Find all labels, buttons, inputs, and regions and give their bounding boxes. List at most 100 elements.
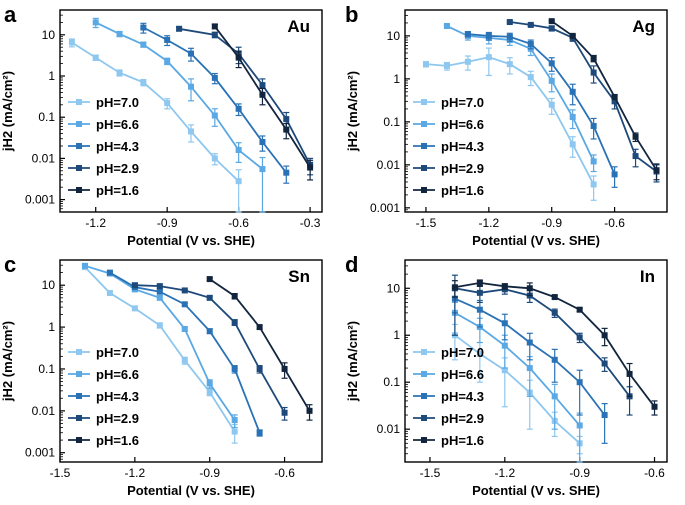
legend-label: pH=2.9 xyxy=(441,161,484,176)
series-pH=7.0 xyxy=(422,47,597,201)
series-pH=4.3 xyxy=(140,22,290,184)
legend-label: pH=4.3 xyxy=(96,139,139,154)
panel-c: c Sn -1.5 -1.2 -0.9 -0.6 0.001 0.01 0.1 1 10 Potent… xyxy=(0,252,323,498)
y-axis-label: jH2 (mA/cm²) xyxy=(345,321,360,402)
legend-entry: pH=6.6 xyxy=(68,117,139,132)
data-point xyxy=(106,269,113,276)
legend-entry: pH=2.9 xyxy=(413,161,484,176)
legend-label: pH=7.0 xyxy=(441,345,484,360)
series-line xyxy=(454,334,581,444)
series-pH=1.6 xyxy=(211,23,314,181)
legend-label: pH=2.9 xyxy=(441,411,484,426)
legend-swatch-marker xyxy=(76,437,82,443)
data-point xyxy=(506,61,513,68)
legend-entry: pH=6.6 xyxy=(413,367,484,382)
data-point xyxy=(601,412,608,419)
series-pH=2.9 xyxy=(176,25,314,176)
legend-label: pH=2.9 xyxy=(96,411,139,426)
legend-label: pH=7.0 xyxy=(96,95,139,110)
data-point xyxy=(576,306,583,313)
metal-label: Sn xyxy=(288,267,310,286)
data-point xyxy=(156,288,163,295)
legend-swatch-marker xyxy=(421,121,427,127)
x-axis-label: Potential (V vs. SHE) xyxy=(127,483,255,498)
legend-label: pH=7.0 xyxy=(441,95,484,110)
data-point xyxy=(527,74,534,81)
x-tick-label: -1.5 xyxy=(420,466,441,480)
y-tick-label: 0.1 xyxy=(383,115,400,129)
legend-label: pH=6.6 xyxy=(441,367,484,382)
series-line xyxy=(454,312,581,427)
data-point xyxy=(576,334,583,341)
legend-swatch-marker xyxy=(421,99,427,105)
data-point xyxy=(156,322,163,329)
x-tick-label: -0.6 xyxy=(644,466,665,480)
y-tick-label: 0.01 xyxy=(32,151,56,165)
legend-swatch-marker xyxy=(76,415,82,421)
data-point xyxy=(485,54,492,61)
data-point xyxy=(451,284,458,291)
legend-label: pH=1.6 xyxy=(441,183,484,198)
data-point xyxy=(211,155,218,162)
data-point xyxy=(548,101,555,108)
data-point xyxy=(590,158,597,165)
y-tick-label: 10 xyxy=(387,281,401,295)
data-point xyxy=(68,39,75,46)
legend-label: pH=1.6 xyxy=(441,433,484,448)
data-point xyxy=(464,31,471,38)
data-point xyxy=(281,365,288,372)
legend-swatch-marker xyxy=(76,393,82,399)
data-point xyxy=(283,116,290,123)
data-point xyxy=(551,294,558,301)
data-point xyxy=(464,58,471,65)
data-point xyxy=(283,126,290,133)
legend-entry: pH=2.9 xyxy=(68,411,139,426)
data-point xyxy=(526,285,533,292)
legend-entry: pH=7.0 xyxy=(68,345,139,360)
data-point xyxy=(283,169,290,176)
data-point xyxy=(443,22,450,29)
legend-label: pH=1.6 xyxy=(96,433,139,448)
data-point xyxy=(569,32,576,39)
metal-label: In xyxy=(640,267,655,286)
legend-swatch-marker xyxy=(421,437,427,443)
y-tick-label: 1 xyxy=(393,72,400,86)
x-tick-label: -0.9 xyxy=(541,216,562,230)
x-axis-label: Potential (V vs. SHE) xyxy=(472,233,600,248)
data-point xyxy=(611,98,618,105)
series-line xyxy=(209,278,311,412)
data-point xyxy=(211,23,218,30)
data-point xyxy=(307,164,314,171)
y-tick-label: 10 xyxy=(387,29,401,43)
data-point xyxy=(601,332,608,339)
legend-swatch-marker xyxy=(421,143,427,149)
legend-entry: pH=7.0 xyxy=(413,345,484,360)
data-point xyxy=(281,409,288,416)
plot-frame xyxy=(59,9,323,213)
data-point xyxy=(548,77,555,84)
data-point xyxy=(306,407,313,414)
data-point xyxy=(256,324,263,331)
x-axis-label: Potential (V vs. SHE) xyxy=(127,233,255,248)
data-point xyxy=(206,276,213,283)
series-line xyxy=(509,21,658,173)
legend-entry: pH=6.6 xyxy=(68,367,139,382)
legend-label: pH=2.9 xyxy=(96,161,139,176)
data-point xyxy=(211,112,218,119)
x-tick-label: -1.5 xyxy=(416,216,437,230)
legend-label: pH=6.6 xyxy=(96,367,139,382)
panel-d: d In -1.5 -1.2 -0.9 -0.6 0.01 0.1 1 10 Potential (… xyxy=(345,252,668,498)
data-point xyxy=(548,60,555,67)
data-point xyxy=(632,153,639,160)
data-point xyxy=(256,429,263,436)
legend-entry: pH=4.3 xyxy=(413,139,484,154)
data-point xyxy=(551,393,558,400)
legend-entry: pH=1.6 xyxy=(413,433,484,448)
data-point xyxy=(422,61,429,68)
data-point xyxy=(501,283,508,290)
data-point xyxy=(626,370,633,377)
legend-entry: pH=7.0 xyxy=(413,95,484,110)
y-tick-label: 0.01 xyxy=(377,158,401,172)
series-pH=1.6 xyxy=(451,279,658,416)
